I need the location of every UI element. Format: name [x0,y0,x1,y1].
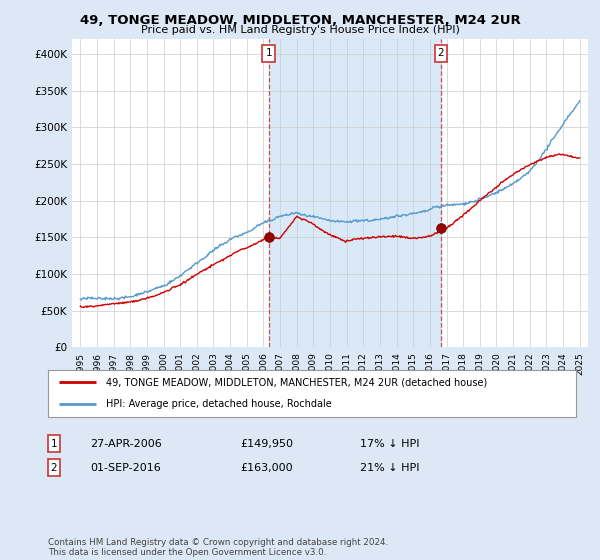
Text: 1: 1 [266,48,272,58]
Text: £149,950: £149,950 [240,438,293,449]
Text: 49, TONGE MEADOW, MIDDLETON, MANCHESTER, M24 2UR: 49, TONGE MEADOW, MIDDLETON, MANCHESTER,… [80,14,520,27]
Text: 01-SEP-2016: 01-SEP-2016 [90,463,161,473]
Text: HPI: Average price, detached house, Rochdale: HPI: Average price, detached house, Roch… [106,399,332,409]
Text: Price paid vs. HM Land Registry's House Price Index (HPI): Price paid vs. HM Land Registry's House … [140,25,460,35]
Text: 21% ↓ HPI: 21% ↓ HPI [360,463,419,473]
Text: 49, TONGE MEADOW, MIDDLETON, MANCHESTER, M24 2UR (detached house): 49, TONGE MEADOW, MIDDLETON, MANCHESTER,… [106,377,487,388]
Text: Contains HM Land Registry data © Crown copyright and database right 2024.
This d: Contains HM Land Registry data © Crown c… [48,538,388,557]
Bar [269,39,441,347]
Text: 2: 2 [50,463,58,473]
Text: 2: 2 [438,48,445,58]
Text: 17% ↓ HPI: 17% ↓ HPI [360,438,419,449]
Text: £163,000: £163,000 [240,463,293,473]
Text: 1: 1 [50,438,58,449]
Text: 27-APR-2006: 27-APR-2006 [90,438,162,449]
